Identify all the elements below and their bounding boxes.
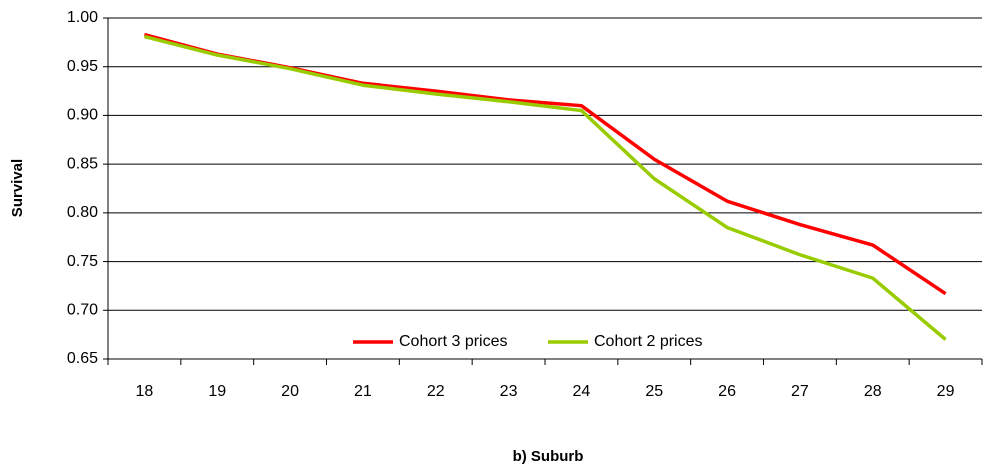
x-tick-label: 25 <box>645 383 663 400</box>
y-tick-label: 0.95 <box>67 58 98 75</box>
x-axis-title: b) Suburb <box>513 448 584 465</box>
x-tick-label: 23 <box>500 383 518 400</box>
x-tick-label: 22 <box>427 383 445 400</box>
x-tick-label: 21 <box>354 383 372 400</box>
legend-box <box>349 330 741 354</box>
y-tick-label: 0.80 <box>67 204 98 221</box>
x-tick-label: 24 <box>573 383 591 400</box>
y-tick-label: 0.90 <box>67 107 98 124</box>
y-tick-label: 1.00 <box>67 9 98 26</box>
x-tick-label: 18 <box>136 383 154 400</box>
y-tick-label: 0.70 <box>67 302 98 319</box>
legend-label: Cohort 2 prices <box>594 333 703 350</box>
x-tick-label: 27 <box>791 383 809 400</box>
x-tick-label: 26 <box>718 383 736 400</box>
y-axis-title: Survival <box>9 159 26 217</box>
y-tick-label: 0.65 <box>67 350 98 367</box>
x-tick-label: 28 <box>864 383 882 400</box>
x-tick-label: 19 <box>208 383 226 400</box>
y-tick-label: 0.85 <box>67 155 98 172</box>
x-tick-label: 20 <box>281 383 299 400</box>
series-line <box>143 34 947 341</box>
x-tick-label: 29 <box>937 383 955 400</box>
y-tick-label: 0.75 <box>67 253 98 270</box>
legend-label: Cohort 3 prices <box>399 333 508 350</box>
